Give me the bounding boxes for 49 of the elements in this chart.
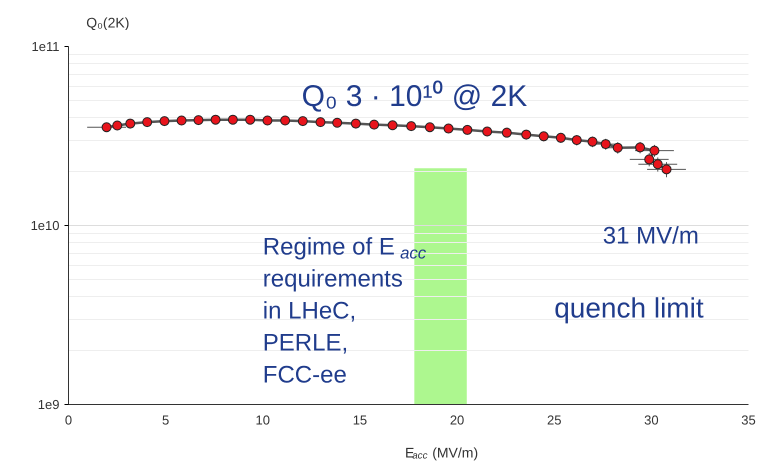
point [102, 122, 112, 132]
point [193, 115, 204, 126]
point [556, 132, 566, 143]
x-tick-label: 0 [64, 412, 72, 428]
point [502, 128, 512, 138]
point [298, 116, 308, 126]
point [662, 164, 672, 174]
point [159, 116, 170, 126]
x-tick-label: 20 [450, 412, 464, 428]
y-tick-label: 1e10 [30, 218, 60, 233]
point [521, 130, 532, 140]
point [644, 154, 654, 164]
x-tick-label: 5 [162, 412, 170, 428]
point [482, 126, 492, 137]
annotation: quench limit [554, 292, 704, 324]
x-tick-label: 35 [741, 412, 756, 428]
point [228, 114, 238, 125]
point [388, 120, 398, 130]
point [462, 124, 472, 135]
y-tick-label: 1e9 [38, 397, 60, 412]
point [424, 122, 435, 132]
point [635, 142, 646, 152]
point [649, 146, 660, 156]
point [406, 121, 416, 132]
point [332, 118, 342, 128]
x-tick-label: 25 [546, 412, 562, 428]
annotation: Q₀ 3 · 10¹⁰ @ 2K [302, 80, 528, 114]
point [587, 136, 598, 147]
point [350, 118, 361, 129]
x-tick-label: 30 [644, 412, 659, 428]
point [538, 131, 549, 142]
point [444, 124, 454, 134]
point [315, 117, 326, 128]
point [280, 116, 290, 126]
annotation: 31 MV/m [602, 222, 699, 250]
point [142, 117, 152, 128]
x-tick-label: 10 [256, 412, 270, 428]
point [176, 116, 187, 126]
point [112, 120, 122, 130]
point [262, 116, 272, 126]
x-tick-label: 15 [352, 412, 368, 428]
point [210, 114, 221, 125]
point [572, 135, 582, 146]
point [125, 118, 136, 129]
point [652, 159, 663, 170]
point [245, 114, 256, 125]
y-tick-label: 1e11 [32, 39, 60, 54]
point [369, 120, 380, 130]
point [600, 139, 611, 150]
